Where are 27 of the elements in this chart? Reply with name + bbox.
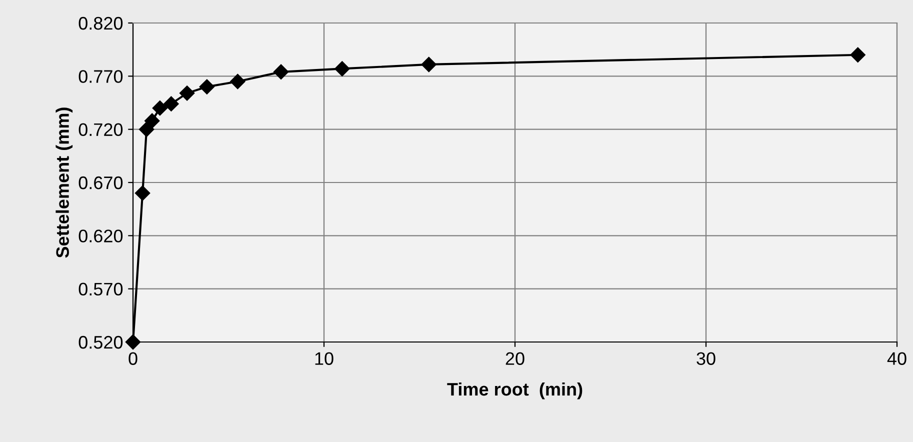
x-tick-label: 30 <box>696 352 716 365</box>
y-tick-label: 0.620 <box>78 230 123 242</box>
point <box>179 86 195 101</box>
point <box>134 186 150 201</box>
point <box>230 74 246 90</box>
x-tick-label: 40 <box>887 352 906 365</box>
y-axis-title: Settelement (mm) <box>56 108 73 258</box>
point <box>125 334 141 350</box>
x-tick-label: 0 <box>128 352 138 365</box>
y-tick-label: 0.570 <box>78 282 123 296</box>
y-tick-label: 0.670 <box>78 176 123 190</box>
point <box>164 96 179 112</box>
point <box>144 113 160 128</box>
point <box>138 122 154 137</box>
x-tick-label: 20 <box>506 352 524 365</box>
point <box>199 79 214 94</box>
y-tick-label: 0.520 <box>78 336 123 349</box>
x-axis-title: Time root (min) <box>447 382 582 400</box>
point <box>273 64 289 80</box>
point <box>334 61 350 76</box>
y-tick-label: 0.720 <box>78 123 123 136</box>
y-tick-label: 0.820 <box>78 16 123 30</box>
point <box>152 100 168 116</box>
point <box>850 47 866 62</box>
x-tick-label: 10 <box>315 352 334 365</box>
y-tick-label: 0.770 <box>78 70 123 83</box>
point <box>421 56 436 72</box>
